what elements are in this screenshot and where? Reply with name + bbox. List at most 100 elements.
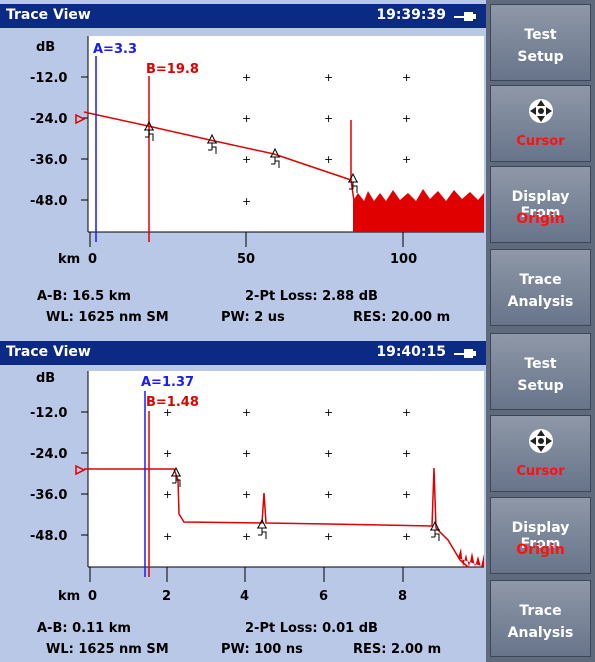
softkey-label: Trace [519, 272, 562, 288]
pulse-width: PW: 100 ns [221, 642, 303, 657]
y-tick-label: -48.0 [30, 194, 67, 209]
svg-text:+: + [402, 153, 411, 166]
launch-marker-icon [75, 464, 86, 476]
dpad-icon [529, 99, 553, 123]
display-from-origin-button[interactable]: Display From Origin [490, 166, 591, 243]
softkey-label: Analysis [507, 625, 574, 641]
trace-analysis-button[interactable]: Trace Analysis [490, 580, 591, 657]
svg-text:+: + [402, 71, 411, 84]
svg-text:+: + [163, 447, 172, 460]
y-tick-label: -24.0 [30, 447, 67, 462]
svg-text:+: + [163, 488, 172, 501]
x-tick-label: 100 [390, 252, 417, 267]
trace-panel: Trace View 19:40:15 dB -12.0 -24.0 -36.0… [0, 331, 486, 662]
svg-text:+: + [402, 406, 411, 419]
dpad-icon [529, 429, 553, 453]
trace-plot[interactable]: dB -12.0 -24.0 -36.0 -48.0 km 0 2 4 6 8 [28, 368, 486, 608]
softkey-label: Cursor [516, 134, 565, 149]
svg-text:+: + [402, 530, 411, 543]
y-unit-label: dB [36, 371, 55, 386]
svg-text:+: + [402, 488, 411, 501]
svg-text:+: + [242, 153, 251, 166]
x-unit-label: km [58, 252, 80, 267]
svg-text:+: + [242, 195, 251, 208]
x-tick-label: 0 [88, 252, 97, 267]
y-tick-label: -48.0 [30, 529, 67, 544]
svg-text:+: + [324, 406, 333, 419]
softkey-label: Setup [517, 378, 564, 394]
otdr-screen-1: Trace View 19:39:39 dB -12.0 -24.0 -36.0… [0, 0, 595, 331]
noise-floor [353, 201, 484, 232]
trace-plot[interactable]: dB -12.0 -24.0 -36.0 -48.0 km 0 50 100 [28, 33, 486, 273]
trace-line [83, 111, 355, 202]
y-tick-label: -12.0 [30, 71, 67, 86]
softkey-panel: Test Setup Cursor Display From Origin Tr… [486, 331, 595, 662]
test-setup-button[interactable]: Test Setup [490, 333, 591, 410]
event-marker-icon[interactable] [207, 133, 217, 154]
battery-icon [454, 349, 476, 358]
clock: 19:40:15 [376, 344, 446, 360]
svg-text:+: + [324, 447, 333, 460]
two-point-loss: 2-Pt Loss: 2.88 dB [245, 289, 378, 304]
event-marker-icon[interactable] [270, 147, 280, 168]
event-marker-icon[interactable] [144, 120, 154, 141]
trace-analysis-button[interactable]: Trace Analysis [490, 249, 591, 326]
svg-text:+: + [324, 530, 333, 543]
svg-text:+: + [242, 112, 251, 125]
x-tick-label: 2 [162, 589, 171, 604]
x-tick-label: 4 [240, 589, 249, 604]
softkey-label: Setup [517, 49, 564, 65]
grid-markers: + + + + + + + + + + + + + + + + [163, 406, 411, 543]
svg-text:+: + [324, 153, 333, 166]
x-unit-label: km [58, 589, 80, 604]
status-bar: A-B: 16.5 km 2-Pt Loss: 2.88 dB WL: 1625… [28, 284, 486, 331]
event-marker-icon[interactable] [348, 172, 358, 193]
event-marker-icon[interactable] [257, 518, 267, 539]
resolution: RES: 20.00 m [353, 310, 451, 325]
cursor-a-label: A=1.37 [141, 375, 194, 390]
softkey-label: Display From [511, 189, 570, 221]
softkey-label: Test [524, 27, 557, 43]
svg-text:+: + [242, 488, 251, 501]
cursor-button[interactable]: Cursor [490, 415, 591, 492]
wavelength: WL: 1625 nm SM [46, 642, 169, 657]
softkey-panel: Test Setup Cursor Display From Origin Tr… [486, 0, 595, 331]
wavelength: WL: 1625 nm SM [46, 310, 169, 325]
ab-distance: A-B: 16.5 km [37, 289, 131, 304]
pulse-width: PW: 2 us [221, 310, 285, 325]
x-tick-label: 6 [319, 589, 328, 604]
cursor-button[interactable]: Cursor [490, 85, 591, 162]
svg-text:+: + [324, 71, 333, 84]
x-tick-label: 0 [88, 589, 97, 604]
event-marker-icon[interactable] [430, 520, 440, 541]
x-tick-label: 50 [237, 252, 255, 267]
softkey-label: Cursor [516, 464, 565, 479]
y-tick-label: -24.0 [30, 112, 67, 127]
y-tick-label: -36.0 [30, 488, 67, 503]
ab-distance: A-B: 0.11 km [37, 621, 131, 636]
otdr-screen-2: Trace View 19:40:15 dB -12.0 -24.0 -36.0… [0, 331, 595, 662]
svg-text:+: + [402, 447, 411, 460]
svg-text:+: + [242, 530, 251, 543]
softkey-label: Origin [516, 542, 565, 558]
svg-text:+: + [242, 406, 251, 419]
softkey-label: Display From [511, 520, 570, 552]
clock: 19:39:39 [376, 7, 446, 23]
softkey-label: Trace [519, 603, 562, 619]
svg-text:+: + [163, 406, 172, 419]
display-from-origin-button[interactable]: Display From Origin [490, 497, 591, 574]
two-point-loss: 2-Pt Loss: 0.01 dB [245, 621, 378, 636]
svg-text:+: + [402, 112, 411, 125]
event-marker-icon[interactable] [171, 466, 181, 487]
softkey-label: Analysis [507, 294, 574, 310]
y-unit-label: dB [36, 40, 55, 55]
trace-line [84, 467, 469, 568]
svg-text:+: + [324, 112, 333, 125]
softkey-label: Test [524, 356, 557, 372]
y-tick-label: -36.0 [30, 153, 67, 168]
trace-panel: Trace View 19:39:39 dB -12.0 -24.0 -36.0… [0, 0, 486, 331]
svg-text:+: + [242, 71, 251, 84]
svg-text:+: + [242, 447, 251, 460]
svg-text:+: + [163, 530, 172, 543]
test-setup-button[interactable]: Test Setup [490, 4, 591, 81]
